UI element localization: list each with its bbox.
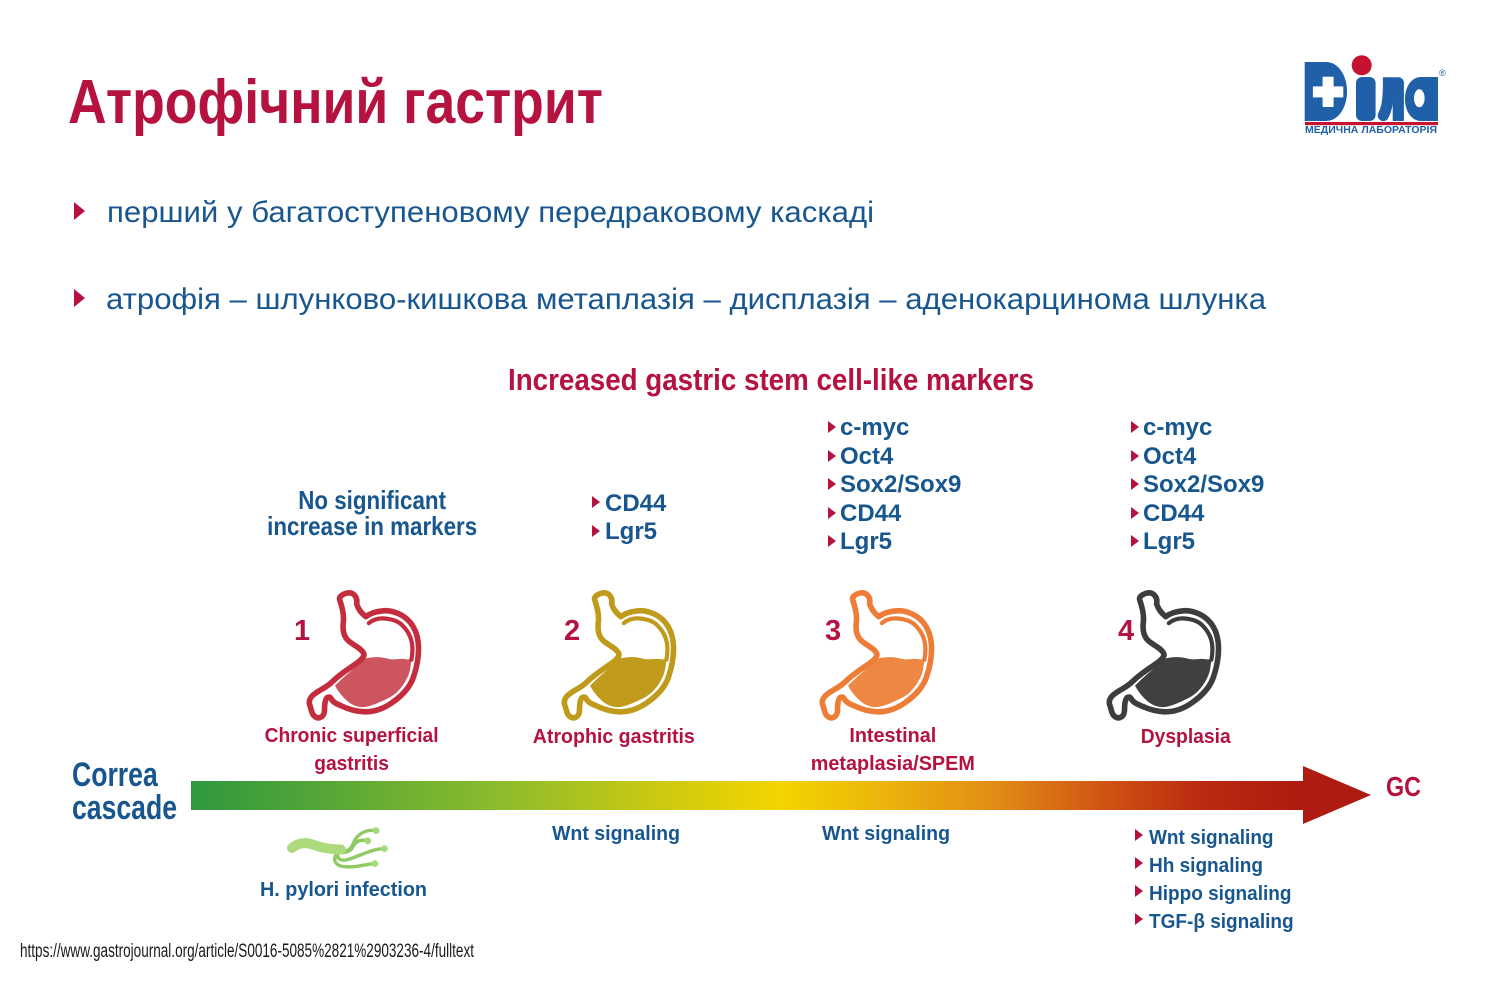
- svg-text:®: ®: [1439, 68, 1446, 78]
- svg-text:МЕДИЧНА ЛАБОРАТОРІЯ: МЕДИЧНА ЛАБОРАТОРІЯ: [1305, 124, 1437, 136]
